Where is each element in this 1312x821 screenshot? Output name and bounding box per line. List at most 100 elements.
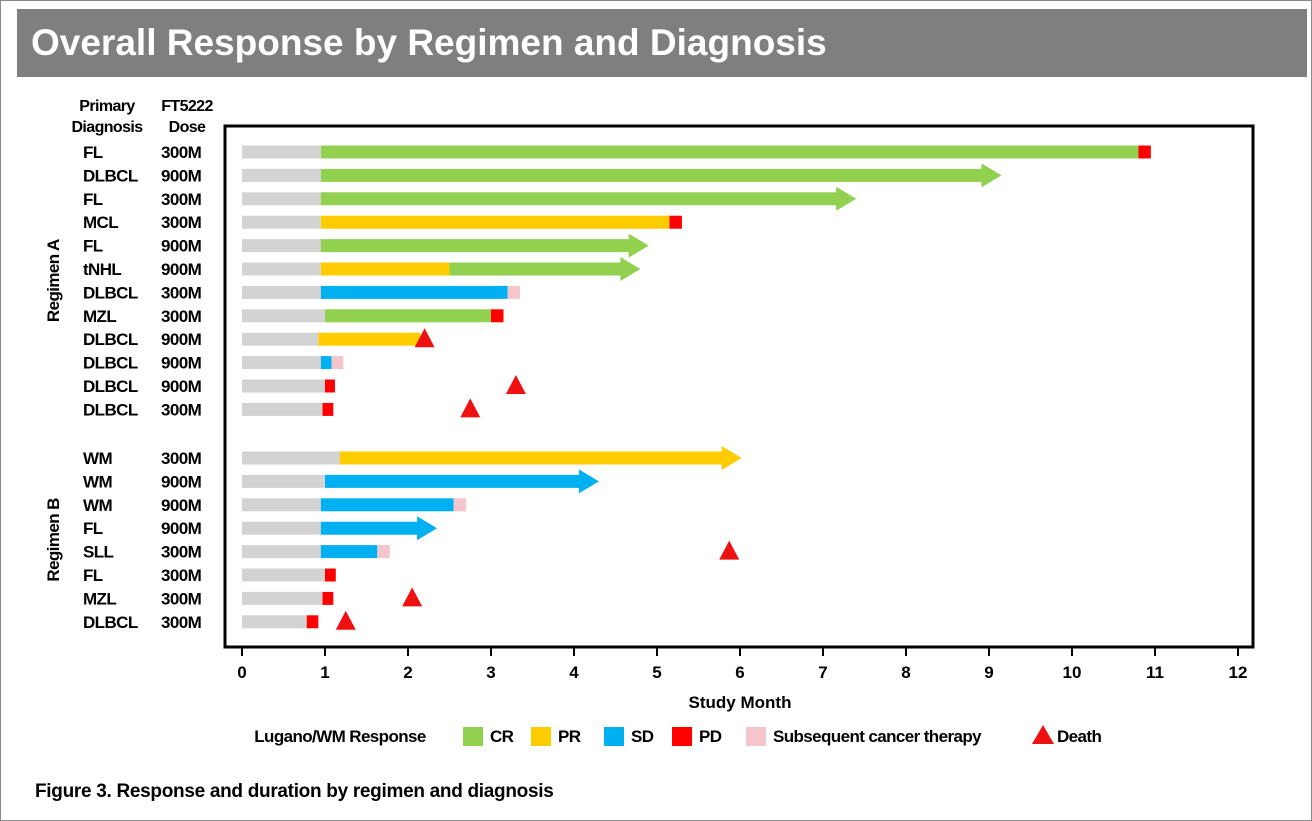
dose-label: 300M (161, 400, 202, 419)
death-marker (335, 610, 356, 630)
response-arrow-CR (320, 233, 649, 258)
patient-row: SLL 300M (83, 540, 740, 562)
diagnosis-label: FL (83, 519, 103, 538)
dose-label: 300M (161, 213, 202, 232)
x-tick-label: 12 (1229, 663, 1248, 682)
response-arrow-PR (339, 446, 742, 470)
x-tick-label: 4 (569, 663, 579, 682)
legend-label: SD (631, 727, 654, 746)
death-marker (719, 540, 740, 560)
response-segment-CR (325, 309, 491, 323)
response-segment-PR (318, 332, 421, 346)
legend-title: Lugano/WM Response (254, 727, 426, 746)
legend-swatch-PD (672, 727, 692, 746)
dose-label: 900M (161, 354, 202, 373)
response-segment-SD (320, 356, 332, 370)
legend-swatch-PR (531, 727, 551, 746)
patient-row: DLBCL 900M (83, 163, 1002, 188)
legend-swatch-SD (604, 727, 624, 746)
response-segment-PD (491, 309, 504, 323)
response-segment-PD (322, 591, 334, 605)
legend-label: PD (699, 727, 722, 746)
response-segment-PD (306, 615, 319, 629)
title-banner: Overall Response by Regimen and Diagnosi… (17, 9, 1307, 77)
legend-swatch-subsequent (746, 727, 766, 746)
response-arrow-CR (320, 163, 1002, 188)
response-arrow-CR (449, 257, 641, 281)
legend-swatch-death (1032, 725, 1054, 744)
diagnosis-label: FL (83, 190, 103, 209)
screening-segment (242, 615, 307, 629)
response-segment-SD (320, 498, 454, 512)
dose-label: 300M (161, 449, 202, 468)
dose-label: 300M (161, 613, 202, 632)
patient-row: FL 900M (83, 516, 438, 541)
diagnosis-label: DLBCL (83, 330, 138, 349)
dose-label: 300M (161, 190, 202, 209)
response-segment-PD (325, 568, 336, 582)
x-tick-label: 3 (486, 663, 495, 682)
x-axis-title: Study Month (689, 693, 792, 712)
legend-label: Subsequent cancer therapy (773, 727, 982, 746)
patient-row: FL 900M (83, 233, 649, 258)
diagnosis-label: DLBCL (83, 377, 138, 396)
response-segment-PR (320, 262, 450, 276)
legend-item-CR: CR (463, 727, 514, 746)
patient-row: DLBCL 300M (83, 398, 481, 419)
screening-segment (242, 145, 321, 159)
dose-header-line2: Dose (169, 119, 206, 136)
diagnosis-label: DLBCL (83, 354, 138, 373)
patient-row: tNHL 900M (83, 257, 641, 281)
dose-label: 900M (161, 496, 202, 515)
patient-row: DLBCL 900M (83, 375, 526, 396)
death-marker (460, 398, 481, 418)
response-segment-subsequent (453, 498, 467, 512)
screening-segment (242, 402, 323, 416)
screening-segment (242, 521, 321, 535)
diagnosis-label: MCL (83, 213, 118, 232)
x-tick-label: 6 (735, 663, 744, 682)
diagnosis-label: DLBCL (83, 166, 138, 185)
x-tick-label: 0 (237, 663, 246, 682)
dose-label: 300M (161, 589, 202, 608)
patient-row: FL 300M (83, 186, 857, 211)
patient-row: WM 300M (83, 446, 742, 470)
response-arrow-SD (320, 516, 438, 541)
patient-row: DLBCL 900M (83, 354, 344, 373)
legend-item-PR: PR (531, 727, 581, 746)
dose-label: 900M (161, 260, 202, 279)
response-arrow-CR (320, 186, 857, 211)
diagnosis-label: WM (83, 496, 112, 515)
response-segment-PR (320, 215, 670, 229)
diagnosis-label: tNHL (83, 260, 121, 279)
dose-label: 300M (161, 307, 202, 326)
diagnosis-label: DLBCL (83, 400, 138, 419)
figure-caption: Figure 3. Response and duration by regim… (35, 781, 554, 802)
legend-label: PR (558, 727, 581, 746)
dose-label: 300M (161, 143, 202, 162)
legend-item-subsequent: Subsequent cancer therapy (746, 727, 983, 746)
diagnosis-label: MZL (83, 307, 116, 326)
screening-segment (242, 168, 321, 182)
group-label: Regimen A (44, 239, 63, 322)
patient-row: DLBCL 900M (83, 328, 435, 349)
x-tick-label: 5 (652, 663, 661, 682)
dose-label: 900M (161, 519, 202, 538)
response-segment-subsequent (377, 545, 390, 559)
response-segment-SD (320, 285, 508, 299)
death-marker (402, 587, 423, 607)
legend-item-death: Death (1032, 725, 1102, 746)
patient-row: WM 900M (83, 469, 599, 494)
x-tick-label: 9 (984, 663, 993, 682)
dose-header-line1: FT5222 (161, 98, 213, 115)
screening-segment (242, 474, 325, 488)
page-title: Overall Response by Regimen and Diagnosi… (31, 22, 827, 63)
patient-row: FL 300M (83, 143, 1151, 162)
screening-segment (242, 356, 321, 370)
diagnosis-label: FL (83, 143, 103, 162)
screening-segment (242, 285, 321, 299)
diagnosis-label: WM (83, 449, 112, 468)
x-tick-label: 11 (1146, 663, 1164, 682)
patient-row: FL 300M (83, 566, 336, 585)
response-segment-PD (322, 402, 334, 416)
